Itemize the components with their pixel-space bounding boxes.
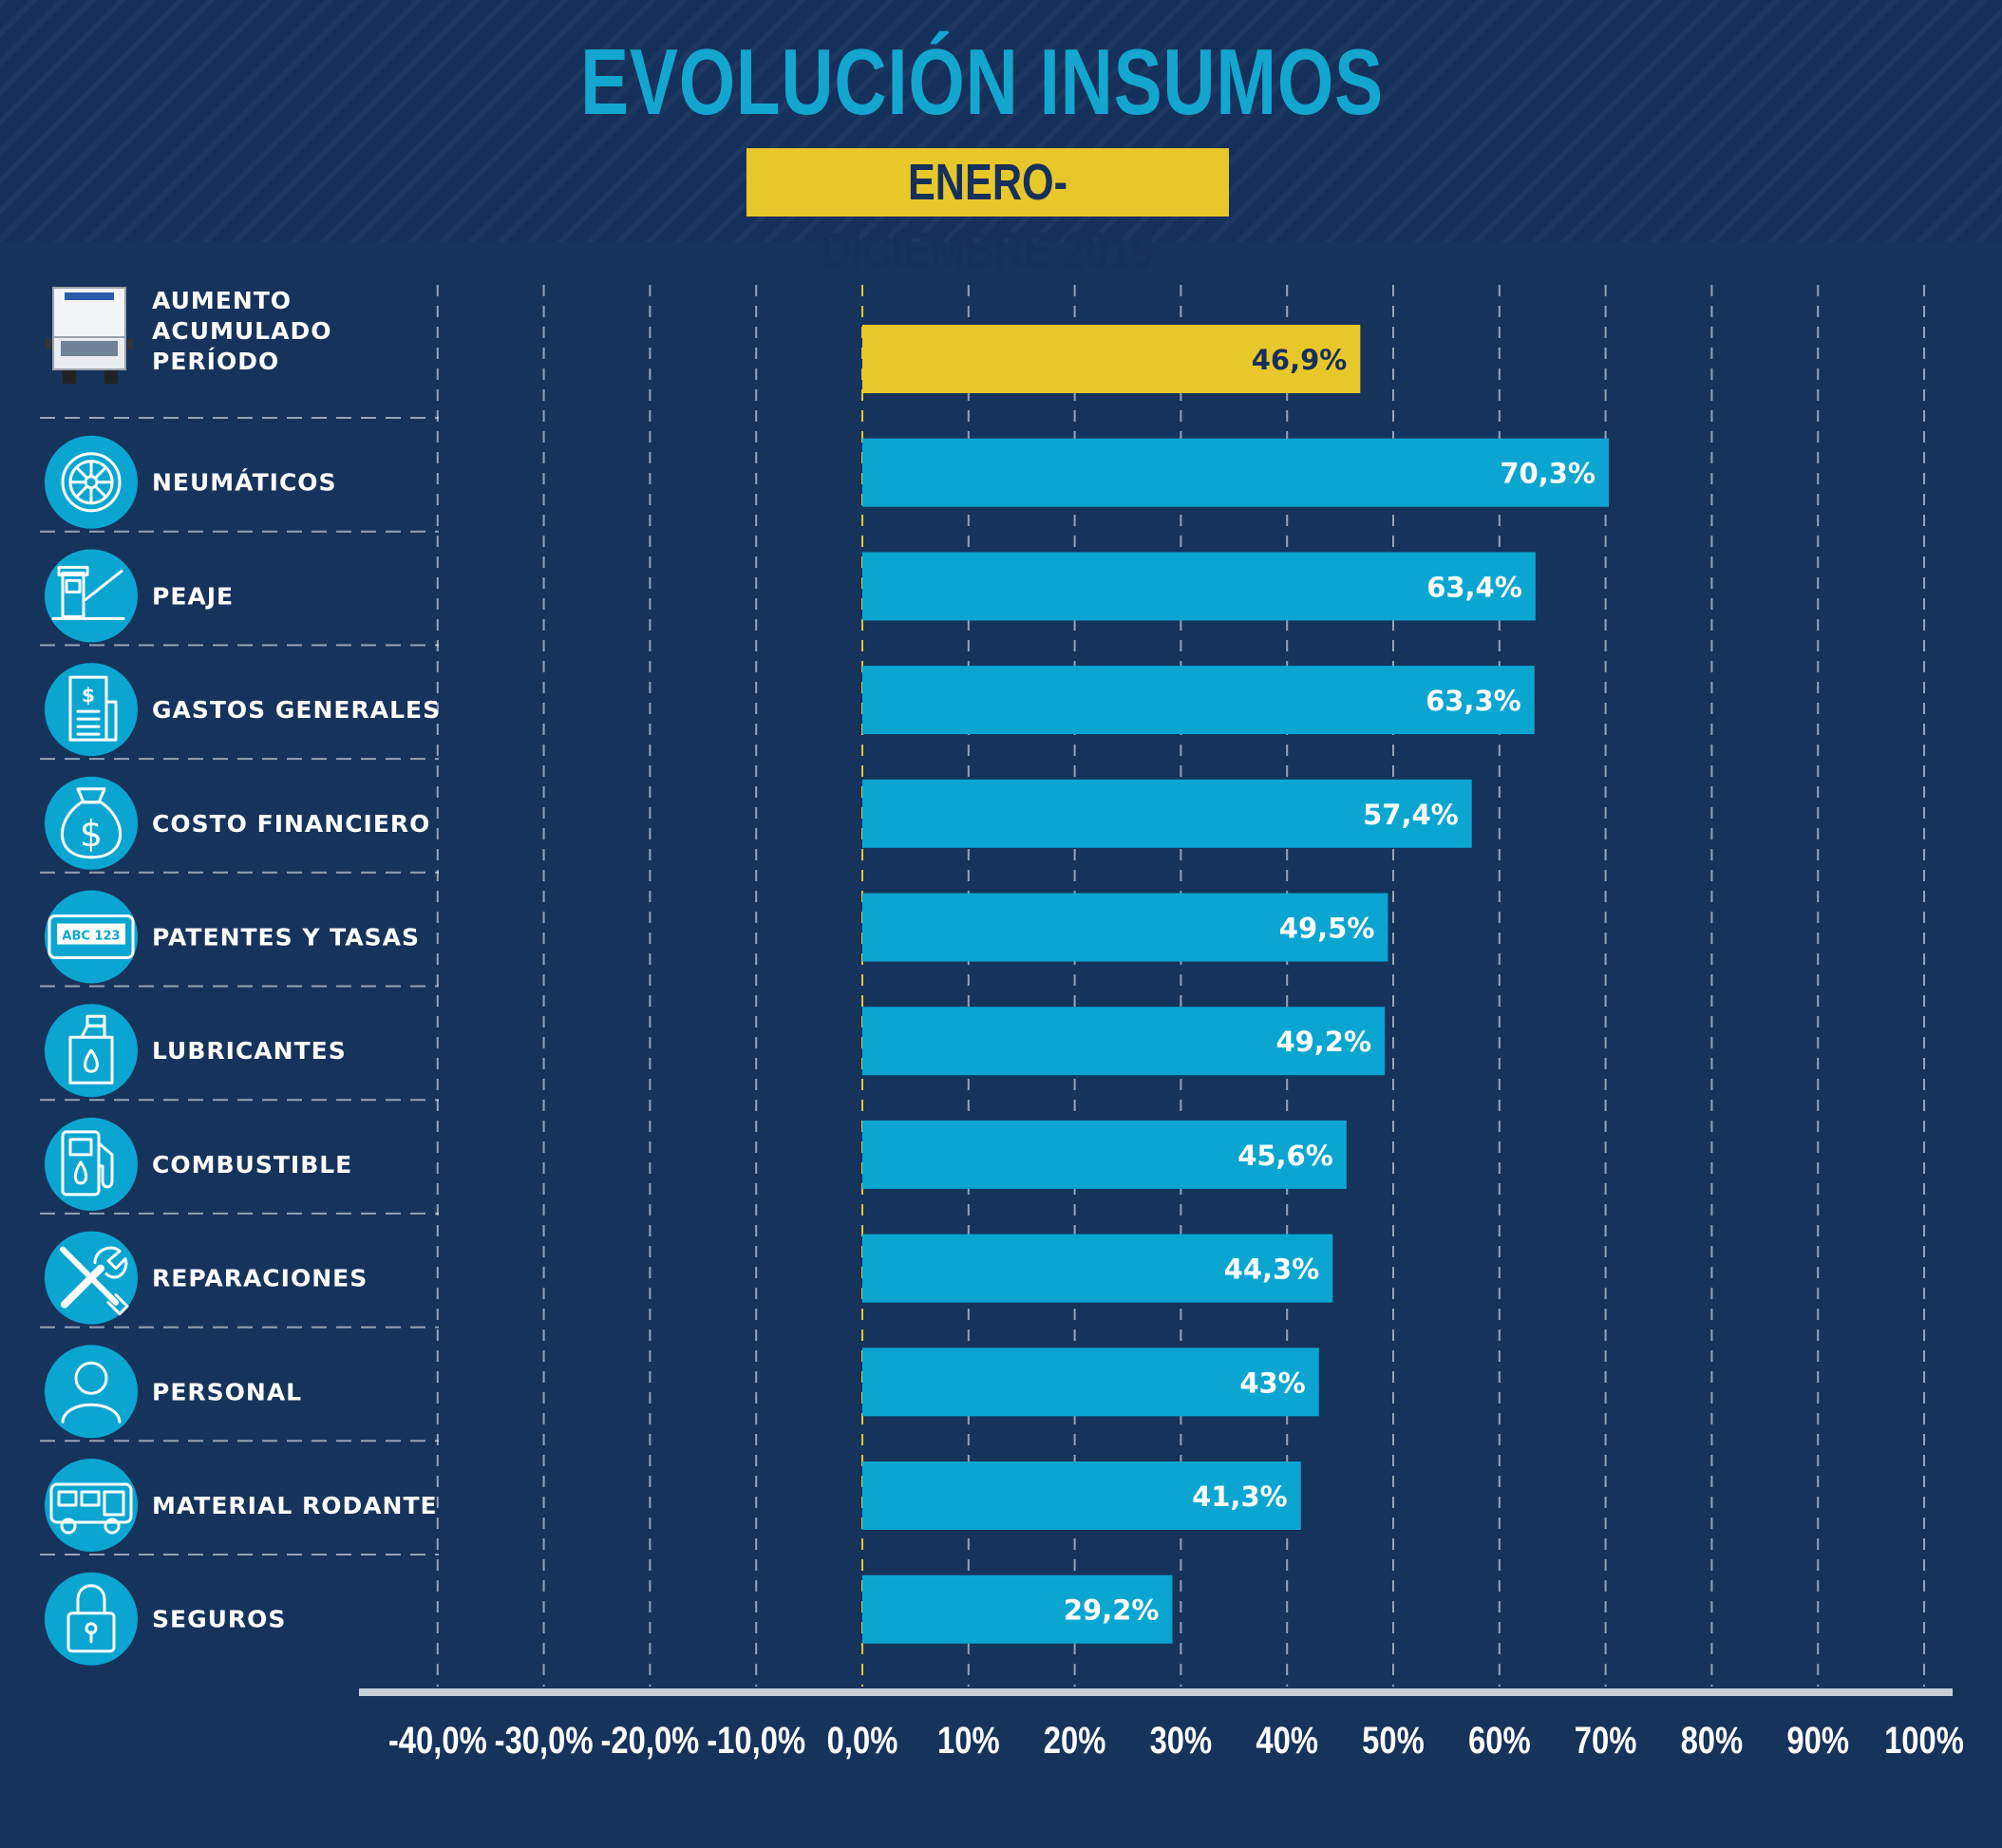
x-tick-label: 30% (1150, 1719, 1213, 1762)
category-label: NEUMÁTICOS (152, 469, 337, 497)
bar-value-label: 44,3% (1224, 1254, 1320, 1286)
money-bag-icon: $ (45, 776, 138, 870)
x-tick-label: 60% (1468, 1719, 1531, 1762)
x-tick-label: -40,0% (388, 1719, 487, 1762)
x-tick-label: -30,0% (495, 1719, 594, 1762)
oil-can-icon (45, 1004, 138, 1098)
bar (862, 552, 1536, 621)
plate-text: ABC 123 (62, 930, 120, 944)
fuel-pump-icon (45, 1117, 138, 1211)
bar (862, 779, 1472, 848)
category-labels: AUMENTO ACUMULADO PERÍODO NEUMÁTICOS PEAJE $ G… (45, 287, 441, 1666)
x-tick-label: 10% (937, 1719, 1000, 1762)
category-label: PERÍODO (152, 348, 279, 375)
bar-value-label: 57,4% (1363, 799, 1459, 831)
bar (862, 1007, 1386, 1076)
x-tick-label: 100% (1884, 1719, 1964, 1762)
bar (862, 1234, 1333, 1303)
x-tick-label: 80% (1681, 1719, 1744, 1762)
bar-value-label: 49,2% (1275, 1026, 1371, 1058)
category-label: REPARACIONES (152, 1265, 368, 1292)
category-label: PEAJE (152, 582, 234, 610)
bar (862, 325, 1361, 393)
bar (862, 438, 1609, 507)
bar-value-label: 63,4% (1426, 571, 1522, 603)
category-label: ACUMULADO (152, 317, 331, 345)
x-tick-label: 90% (1786, 1719, 1849, 1762)
category-label: COSTO FINANCIERO (152, 810, 430, 838)
chart-title: EVOLUCIÓN INSUMOS (580, 29, 1384, 134)
bar-value-label: 45,6% (1237, 1140, 1333, 1172)
category-label: PATENTES Y TASAS (152, 924, 420, 952)
bar (862, 1461, 1301, 1530)
truck-icon (46, 287, 133, 384)
x-tick-label: 20% (1044, 1719, 1106, 1762)
x-axis: -40,0% -30,0% -20,0% -10,0% 0,0% 10% 20% 30% 40%… (359, 1688, 1964, 1762)
bar-value-label: 41,3% (1192, 1480, 1288, 1513)
bar-value-label: 46,9% (1252, 344, 1348, 376)
category-label: PERSONAL (152, 1378, 302, 1405)
bar (862, 1348, 1319, 1417)
category-label: COMBUSTIBLE (152, 1151, 352, 1179)
category-label: AUMENTO (152, 287, 292, 314)
grid-lines (436, 285, 1925, 1687)
bar-value-label: 29,2% (1064, 1594, 1160, 1627)
x-axis-line (359, 1688, 1953, 1696)
bar (862, 1120, 1347, 1189)
bar (862, 1575, 1173, 1644)
tire-icon (45, 435, 138, 529)
x-tick-label: 40% (1256, 1719, 1318, 1762)
bars: 46,9% 70,3% 63,4% 63,3% 57,4% 49,5% 49,2% 45,6%… (862, 325, 1609, 1644)
category-label: LUBRICANTES (152, 1037, 347, 1065)
category-label: MATERIAL RODANTE (152, 1492, 438, 1519)
chart-subtitle: ENERO-DICIEMBRE 2019 (821, 154, 1155, 279)
person-icon (45, 1345, 138, 1439)
svg-text:$: $ (82, 684, 95, 707)
x-tick-label: -10,0% (707, 1719, 805, 1762)
toll-booth-icon (45, 549, 138, 643)
category-label: GASTOS GENERALES (152, 696, 441, 724)
license-plate-icon: ABC 123 (45, 890, 138, 984)
svg-text:$: $ (80, 813, 103, 855)
header-banner: EVOLUCIÓN INSUMOS ENERO-DICIEMBRE 2019 (0, 0, 2002, 279)
category-label: SEGUROS (152, 1606, 286, 1633)
x-tick-label: 70% (1575, 1719, 1637, 1762)
bar-value-label: 43% (1239, 1367, 1305, 1399)
bus-icon (45, 1459, 138, 1552)
bar (862, 893, 1388, 962)
x-tick-label: -20,0% (600, 1719, 699, 1762)
bar-value-label: 70,3% (1500, 458, 1596, 490)
bar-value-label: 63,3% (1426, 685, 1521, 717)
tools-icon (45, 1231, 138, 1325)
bar (862, 666, 1535, 735)
subtitle-badge: ENERO-DICIEMBRE 2019 (746, 148, 1229, 279)
padlock-icon (45, 1572, 138, 1666)
bar-value-label: 49,5% (1279, 913, 1375, 945)
x-tick-label: 50% (1362, 1719, 1425, 1762)
receipt-icon: $ (45, 663, 138, 757)
x-tick-label: 0,0% (827, 1719, 898, 1762)
row-separators (40, 417, 439, 1556)
